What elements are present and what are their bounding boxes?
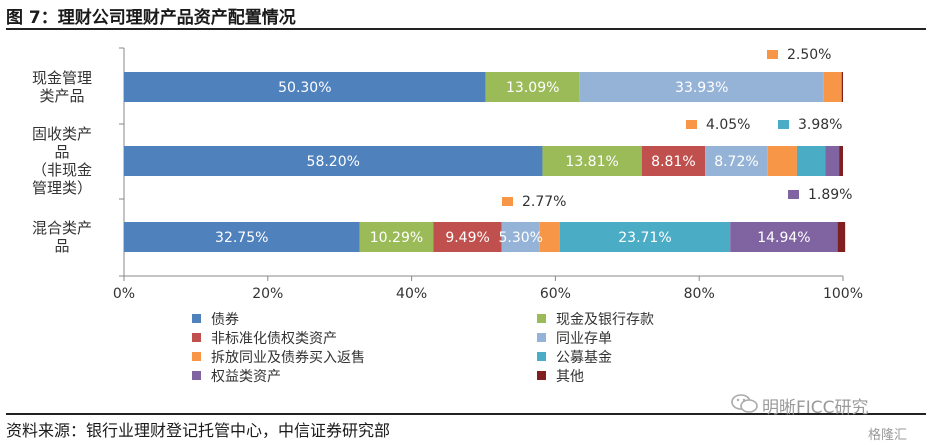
- legend-swatch: [537, 333, 546, 342]
- data-label: 14.94%: [757, 230, 810, 246]
- category-label: 类产品: [39, 87, 84, 105]
- data-label: 3.98%: [798, 117, 842, 133]
- data-label-marker: [686, 120, 697, 129]
- data-label-marker: [502, 197, 513, 206]
- bar-segment: [841, 72, 843, 102]
- category-label: （非现金: [32, 161, 92, 179]
- data-label: 32.75%: [215, 230, 268, 246]
- bar-segment: [839, 146, 843, 176]
- data-label: 33.93%: [675, 80, 728, 96]
- watermark-sub: 格隆汇: [868, 428, 908, 443]
- data-label-marker: [788, 190, 799, 199]
- legend-swatch: [537, 314, 546, 323]
- legend-swatch: [192, 333, 201, 342]
- bar-segment: [579, 72, 824, 102]
- bar-segment: [705, 146, 768, 176]
- legend-label: 权益类资产: [211, 369, 281, 385]
- stacked-bar-chart: 0% 20% 40% 60% 80% 100%现金管理类产品固收类产品（非现金管理类）混合…: [32, 47, 863, 385]
- legend-label: 同业存单: [556, 331, 612, 347]
- data-label: 13.09%: [506, 80, 559, 96]
- bar-segment: [559, 222, 731, 252]
- wechat-icon: [731, 394, 758, 413]
- data-label-marker: [778, 120, 789, 129]
- bar-segment: [359, 222, 434, 252]
- legend-swatch: [192, 371, 201, 380]
- data-label: 13.81%: [565, 154, 618, 170]
- watermark-main: 明晰FICC研究: [762, 398, 869, 418]
- legend-swatch: [537, 352, 546, 361]
- x-tick-label: 20%: [252, 286, 283, 302]
- bar-segment: [823, 72, 842, 102]
- data-label: 8.81%: [651, 154, 695, 170]
- data-label: 58.20%: [307, 154, 360, 170]
- data-label: 5.30%: [499, 230, 543, 246]
- category-label: 现金管理: [32, 69, 92, 87]
- x-tick-label: 60%: [540, 286, 571, 302]
- bar-segment: [124, 146, 543, 176]
- bar-segment: [485, 72, 580, 102]
- data-label: 1.89%: [808, 187, 852, 203]
- bar-segment: [730, 222, 838, 252]
- bottom-rule: [6, 413, 926, 415]
- data-label: 50.30%: [278, 80, 331, 96]
- category-label: 混合类产: [32, 219, 92, 237]
- category-label: 固收类产: [32, 125, 92, 143]
- data-label-marker: [767, 50, 778, 59]
- legend-label: 拆放同业及债券买入返售: [211, 350, 365, 366]
- category-label: 管理类）: [32, 179, 92, 197]
- bar-segment: [641, 146, 706, 176]
- legend-label: 非标准化债权类资产: [211, 331, 337, 347]
- bar-segment: [767, 146, 797, 176]
- legend-swatch: [192, 352, 201, 361]
- legend-label: 现金及银行存款: [556, 312, 654, 328]
- legend-label: 其他: [556, 369, 584, 385]
- data-label: 2.50%: [787, 47, 831, 63]
- category-label: 品: [54, 143, 69, 161]
- bar-segment: [501, 222, 540, 252]
- bar-segment: [539, 222, 560, 252]
- data-label: 9.49%: [445, 230, 489, 246]
- legend-swatch: [537, 371, 546, 380]
- bar-segment: [796, 146, 826, 176]
- legend-label: 债券: [211, 312, 239, 328]
- source-note: 资料来源：银行业理财登记托管中心，中信证券研究部: [6, 421, 391, 440]
- data-label: 8.72%: [714, 154, 758, 170]
- figure-title: 图 7：理财公司理财产品资产配置情况: [6, 8, 296, 28]
- data-label: 2.77%: [522, 194, 566, 210]
- x-tick-label: 80%: [684, 286, 715, 302]
- legend-label: 公募基金: [556, 349, 612, 366]
- bar-segment: [124, 222, 360, 252]
- data-label: 10.29%: [370, 230, 423, 246]
- bar-segment: [433, 222, 502, 252]
- x-tick-label: 40%: [396, 286, 427, 302]
- bar-segment: [542, 146, 642, 176]
- data-label: 4.05%: [706, 117, 750, 133]
- top-rule: [6, 28, 926, 30]
- bar-segment: [124, 72, 486, 102]
- x-tick-label: 0%: [113, 286, 135, 302]
- bar-segment: [837, 222, 846, 252]
- legend-swatch: [192, 314, 201, 323]
- data-label: 23.71%: [618, 230, 671, 246]
- x-tick-label: 100%: [823, 286, 863, 302]
- bar-segment: [825, 146, 840, 176]
- category-label: 品: [54, 237, 69, 255]
